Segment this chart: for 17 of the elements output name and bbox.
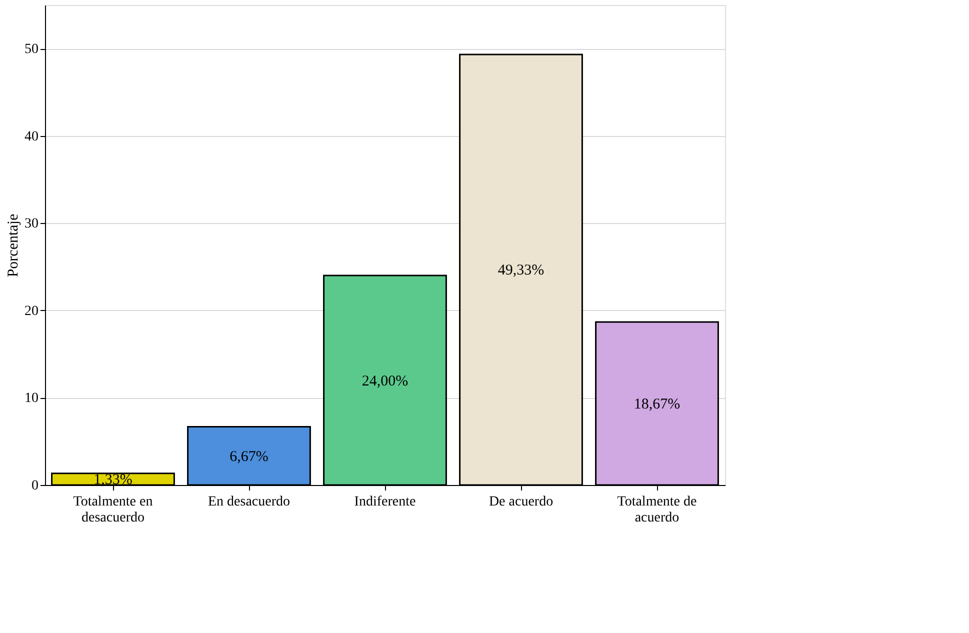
data-label: 6,67% [230, 448, 268, 465]
y-tick-label: 0 [32, 478, 38, 494]
y-tick-label: 20 [24, 304, 38, 319]
y-tick-label: 40 [24, 129, 38, 144]
y-tick-label: 50 [24, 42, 38, 58]
y-tick-label: 10 [24, 391, 38, 406]
data-label: 49,33% [498, 262, 544, 279]
x-tick-label: De acuerdo [488, 494, 554, 510]
x-tick-label: Totalmente de acuerdo [617, 494, 697, 526]
data-label: 1,33% [94, 472, 132, 488]
x-tick-label: Totalmente en desacuerdo [73, 494, 153, 526]
x-tick-label: En desacuerdo [208, 494, 290, 510]
x-tick-label: Indiferente [354, 494, 416, 510]
y-tick-label: 30 [24, 216, 38, 232]
data-label: 24,00% [362, 373, 408, 390]
data-label: 18,67% [634, 396, 680, 413]
y-axis-title: Porcentaje [6, 214, 22, 278]
